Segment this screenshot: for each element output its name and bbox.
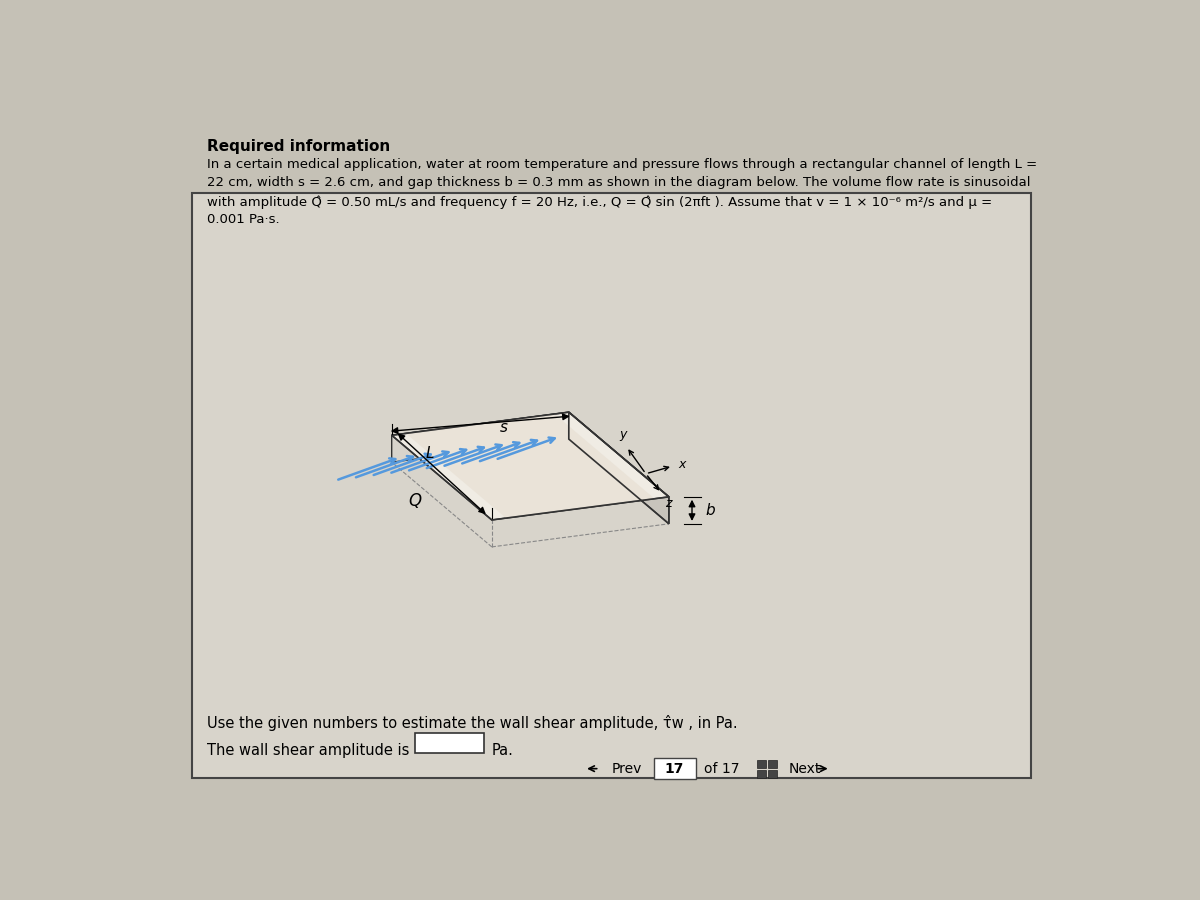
Text: y: y [619, 428, 626, 441]
Text: with amplitude Q̂ = 0.50 mL/s and frequency f = 20 Hz, i.e., Q = Q̂ sin (2πft ).: with amplitude Q̂ = 0.50 mL/s and freque… [206, 196, 992, 210]
Text: 22 cm, width s = 2.6 cm, and gap thickness b = 0.3 mm as shown in the diagram be: 22 cm, width s = 2.6 cm, and gap thickne… [206, 176, 1031, 189]
Polygon shape [391, 412, 668, 520]
Text: Q: Q [408, 491, 421, 509]
Text: of 17: of 17 [703, 761, 739, 776]
Text: In a certain medical application, water at room temperature and pressure flows t: In a certain medical application, water … [206, 158, 1037, 171]
FancyBboxPatch shape [768, 770, 776, 778]
Text: Next: Next [788, 761, 821, 776]
FancyBboxPatch shape [768, 760, 776, 768]
Text: Required information: Required information [206, 139, 390, 154]
Polygon shape [391, 412, 569, 463]
Text: z: z [665, 497, 672, 509]
Text: s: s [499, 420, 508, 435]
FancyBboxPatch shape [757, 760, 766, 768]
Text: Use the given numbers to estimate the wall shear amplitude, τ̂w , in Pa.: Use the given numbers to estimate the wa… [206, 715, 738, 731]
Text: L: L [426, 446, 434, 461]
Polygon shape [569, 412, 668, 524]
Text: 0.001 Pa·s.: 0.001 Pa·s. [206, 213, 280, 227]
FancyBboxPatch shape [415, 734, 484, 753]
Text: 17: 17 [665, 761, 684, 776]
FancyBboxPatch shape [654, 758, 696, 779]
Text: Pa.: Pa. [492, 743, 514, 758]
Text: Prev: Prev [611, 761, 642, 776]
Text: b: b [706, 503, 715, 517]
Polygon shape [406, 414, 655, 518]
Text: x: x [678, 458, 685, 471]
FancyBboxPatch shape [192, 193, 1031, 778]
Text: The wall shear amplitude is: The wall shear amplitude is [206, 743, 409, 758]
FancyBboxPatch shape [757, 770, 766, 778]
